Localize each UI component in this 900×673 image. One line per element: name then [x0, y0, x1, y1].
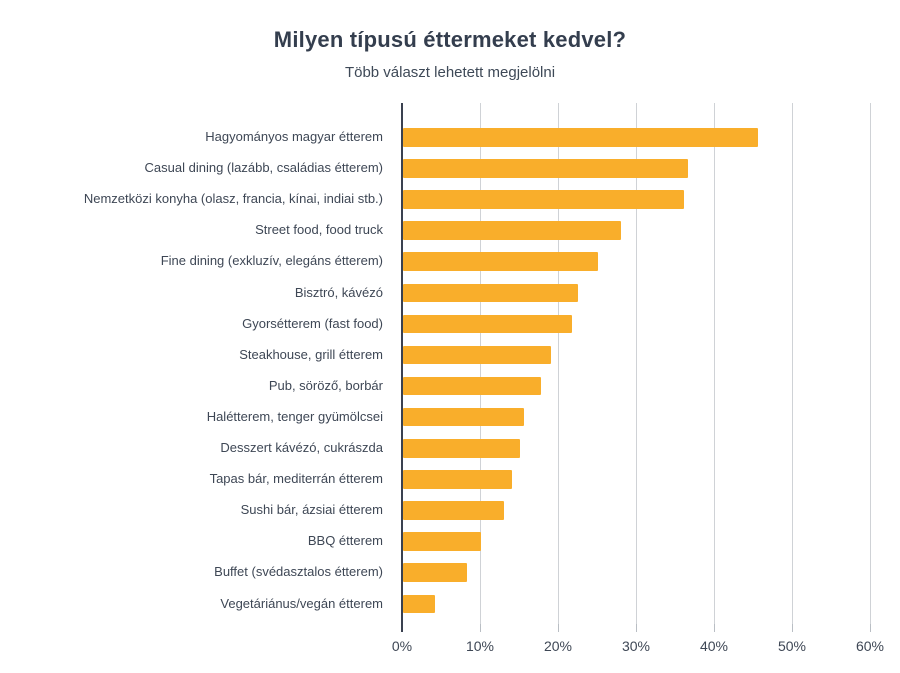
category-label: Steakhouse, grill étterem	[239, 346, 383, 362]
category-label: Fine dining (exkluzív, elegáns étterem)	[160, 253, 383, 269]
x-tick-label: 0%	[391, 638, 413, 654]
x-tick-label: 30%	[621, 638, 651, 654]
bar	[403, 190, 684, 209]
x-axis-tick	[870, 624, 871, 632]
gridline	[636, 103, 637, 624]
chart-title: Milyen típusú éttermeket kedvel?	[273, 27, 627, 52]
chart-canvas: 0% 10% 20% 30% 40% 50% 60% Hagyományos magyar é…	[0, 103, 900, 673]
bar	[403, 563, 467, 582]
category-label: Sushi bár, ázsiai étterem	[240, 502, 383, 518]
x-axis-tick	[480, 624, 481, 632]
bar	[403, 470, 513, 489]
category-label: BBQ étterem	[307, 533, 383, 549]
bar	[403, 376, 542, 396]
bar	[403, 532, 481, 551]
bar	[403, 439, 520, 458]
x-axis-tick	[558, 624, 559, 632]
bar	[403, 501, 505, 520]
gridline	[870, 103, 871, 624]
x-axis-tick	[792, 624, 793, 632]
category-label: Gyorsétterem (fast food)	[242, 315, 383, 331]
gridline	[558, 103, 559, 624]
bar	[403, 252, 598, 271]
category-label: Nemzetközi konyha (olasz, francia, kínai…	[83, 191, 383, 207]
category-label: Buffet (svédasztalos étterem)	[214, 564, 383, 580]
x-axis-tick	[636, 624, 637, 632]
bar	[403, 345, 552, 365]
bar	[403, 283, 578, 303]
category-label: Tapas bár, mediterrán étterem	[209, 471, 383, 487]
x-tick-label: 40%	[699, 638, 729, 654]
bar	[403, 594, 435, 614]
category-label: Casual dining (lazább, családias étterem…	[144, 160, 383, 176]
bar	[403, 221, 622, 240]
chart-subtitle: Több választ lehetett megjelölni	[344, 64, 556, 81]
x-tick-label: 20%	[543, 638, 573, 654]
gridline	[714, 103, 715, 624]
category-label: Vegetáriánus/vegán étterem	[220, 595, 383, 611]
bar	[403, 314, 573, 334]
x-tick-label: 60%	[855, 638, 885, 654]
category-label: Desszert kávézó, cukrászda	[220, 440, 383, 455]
category-label: Pub, söröző, borbár	[268, 377, 383, 393]
category-label: Hagyományos magyar étterem	[205, 129, 383, 144]
category-label: Bisztró, kávézó	[294, 284, 383, 300]
gridline	[792, 103, 793, 624]
x-tick-label: 10%	[465, 638, 495, 654]
bar	[403, 159, 688, 178]
x-tick-label: 50%	[777, 638, 807, 654]
bar	[403, 128, 758, 147]
category-label: Street food, food truck	[255, 222, 383, 238]
y-axis-line	[401, 103, 403, 632]
x-axis-tick	[714, 624, 715, 632]
category-label: Halétterem, tenger gyümölcsei	[206, 408, 383, 424]
bar	[403, 407, 524, 427]
